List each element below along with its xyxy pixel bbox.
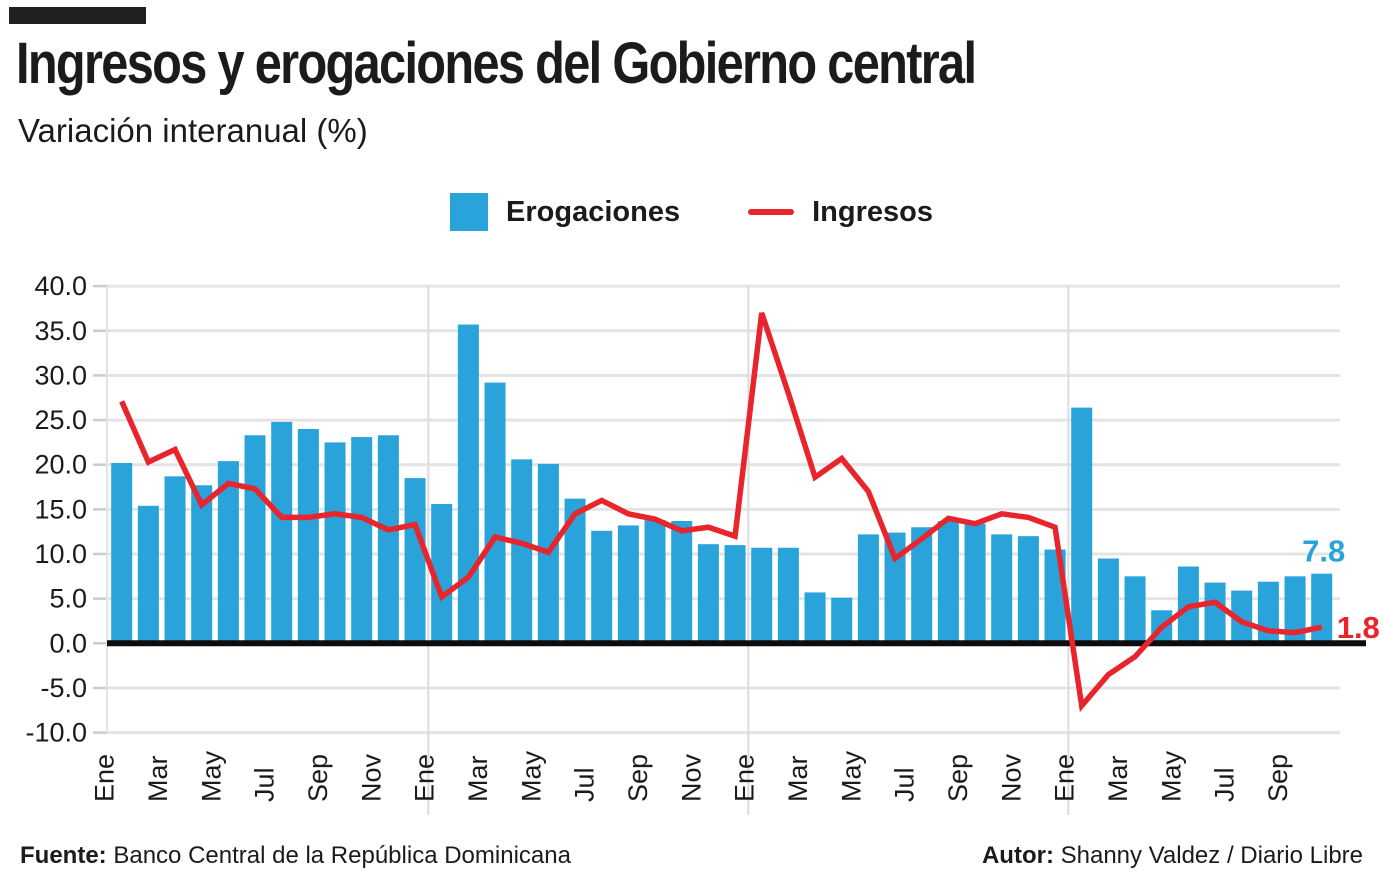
x-tick-label: Sep — [303, 754, 333, 802]
y-tick-label: 40.0 — [34, 271, 87, 301]
bar-erogaciones — [1231, 590, 1253, 644]
author-label: Autor: — [981, 842, 1054, 869]
bar-erogaciones — [1311, 573, 1333, 644]
bar-erogaciones — [697, 544, 719, 644]
bar-erogaciones — [644, 520, 666, 644]
bar-erogaciones — [137, 505, 159, 644]
bar-erogaciones — [511, 459, 533, 644]
bar-erogaciones — [1097, 558, 1119, 644]
x-tick-label: Nov — [996, 753, 1026, 802]
bar-erogaciones — [591, 530, 613, 644]
source-text: Banco Central de la República Dominicana — [113, 842, 571, 869]
x-tick-label: Jul — [1210, 767, 1240, 802]
legend-item-ingresos: Ingresos — [748, 196, 933, 229]
bar-erogaciones — [884, 532, 906, 644]
bar-erogaciones — [217, 461, 239, 644]
erogaciones-swatch-icon — [450, 193, 489, 231]
y-tick-label: 25.0 — [34, 405, 87, 435]
x-tick-label: Ene — [730, 754, 760, 802]
bar-erogaciones — [431, 504, 453, 644]
y-tick-label: -5.0 — [40, 673, 87, 703]
bar-erogaciones — [457, 324, 479, 644]
bar-erogaciones — [751, 547, 773, 644]
y-tick-label: -10.0 — [25, 718, 87, 748]
bar-erogaciones — [111, 462, 133, 644]
bar-erogaciones — [1284, 576, 1306, 644]
x-tick-label: Nov — [676, 753, 706, 802]
bar-erogaciones — [377, 435, 399, 644]
bar-erogaciones — [991, 534, 1013, 644]
y-tick-label: 5.0 — [49, 584, 87, 614]
y-tick-label: 20.0 — [34, 450, 87, 480]
x-tick-label: Mar — [1103, 755, 1133, 802]
bar-erogaciones — [911, 527, 933, 644]
bar-erogaciones — [671, 520, 693, 644]
x-tick-label: Ene — [410, 754, 440, 802]
accent-bar — [9, 7, 146, 24]
page-subtitle: Variación interanual (%) — [18, 112, 368, 149]
bar-erogaciones — [857, 534, 879, 644]
legend-item-erogaciones: Erogaciones — [450, 193, 680, 231]
y-tick-label: 30.0 — [34, 360, 87, 390]
bar-erogaciones — [777, 547, 799, 644]
x-tick-label: Ene — [90, 754, 120, 802]
legend: Erogaciones Ingresos — [0, 193, 1383, 231]
author-credit: Autor: Shanny Valdez / Diario Libre — [982, 842, 1363, 870]
x-tick-label: Sep — [1263, 754, 1293, 802]
x-tick-label: Mar — [463, 755, 493, 802]
bar-erogaciones — [1017, 536, 1039, 644]
page-title: Ingresos y erogaciones del Gobierno cent… — [16, 31, 977, 96]
y-tick-label: 15.0 — [34, 494, 87, 524]
bar-erogaciones — [964, 523, 986, 644]
y-tick-label: 35.0 — [34, 316, 87, 346]
bar-erogaciones — [1204, 582, 1226, 644]
legend-label-ingresos: Ingresos — [812, 195, 933, 228]
bar-erogaciones — [937, 520, 959, 644]
bar-erogaciones — [804, 592, 826, 644]
source-credit: Fuente: Banco Central de la República Do… — [20, 842, 571, 870]
bar-erogaciones — [831, 597, 853, 644]
bar-erogaciones — [164, 476, 186, 644]
x-tick-label: Sep — [623, 754, 653, 802]
bar-erogaciones — [244, 435, 266, 644]
y-tick-label: 0.0 — [49, 628, 87, 658]
bar-erogaciones — [564, 498, 586, 644]
x-tick-label: Nov — [356, 753, 386, 802]
source-label: Fuente: — [20, 842, 107, 869]
ingresos-swatch-icon — [748, 209, 795, 215]
bar-erogaciones — [271, 421, 293, 644]
erogaciones-end-label: 7.8 — [1302, 534, 1345, 569]
x-tick-label: Sep — [943, 754, 973, 802]
bar-erogaciones — [351, 437, 373, 644]
bar-erogaciones — [724, 545, 746, 644]
y-tick-label: 10.0 — [34, 539, 87, 569]
ingresos-end-label: 1.8 — [1337, 610, 1380, 645]
x-tick-label: Mar — [783, 755, 813, 802]
bar-erogaciones — [404, 478, 426, 644]
legend-label-erogaciones: Erogaciones — [506, 195, 681, 228]
x-tick-label: May — [516, 750, 546, 802]
x-tick-label: Jul — [890, 767, 920, 802]
x-tick-label: Jul — [570, 767, 600, 802]
x-tick-label: Jul — [250, 767, 280, 802]
x-tick-label: Mar — [143, 755, 173, 802]
bar-erogaciones — [324, 442, 346, 644]
bar-erogaciones — [617, 525, 639, 644]
bar-erogaciones — [191, 485, 213, 644]
bar-erogaciones — [1257, 581, 1279, 644]
bar-erogaciones — [1124, 576, 1146, 644]
x-tick-label: May — [1156, 750, 1186, 802]
x-tick-label: Ene — [1050, 754, 1080, 802]
ingresos-line — [119, 312, 1323, 713]
bar-erogaciones — [297, 429, 319, 644]
author-text: Shanny Valdez / Diario Libre — [1060, 842, 1363, 869]
x-tick-label: May — [196, 750, 226, 802]
x-tick-label: May — [836, 750, 866, 802]
bar-erogaciones — [484, 382, 506, 644]
bar-erogaciones — [1071, 407, 1093, 644]
